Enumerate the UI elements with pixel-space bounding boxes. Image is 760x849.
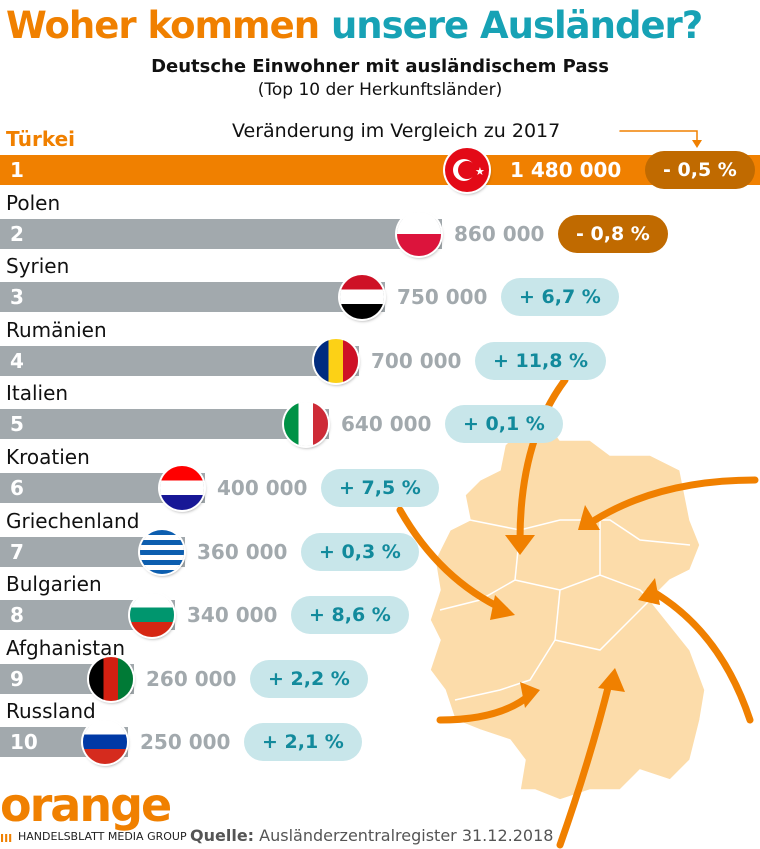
change-badge: + 11,8 % xyxy=(475,341,607,380)
germany-shape xyxy=(429,419,706,801)
poland-flag-icon xyxy=(397,211,441,256)
arrow-heads xyxy=(490,140,702,708)
arrows xyxy=(396,130,759,849)
bar xyxy=(0,409,329,440)
value-label: 700 000 xyxy=(371,348,462,373)
croatia-flag-icon xyxy=(160,466,204,510)
svg-text:★: ★ xyxy=(475,165,485,178)
country-label: Afghanistan xyxy=(6,635,126,660)
country-label: Russland xyxy=(6,699,96,724)
country-label: Polen xyxy=(6,190,61,215)
country-label: Kroatien xyxy=(6,445,90,469)
rank-label: 10 xyxy=(10,730,38,755)
rank-label: 8 xyxy=(10,603,24,628)
change-badge: + 2,1 % xyxy=(244,723,362,762)
change-badge: + 0,1 % xyxy=(445,405,563,444)
media-group-label: HANDELSBLATT MEDIA GROUP xyxy=(18,830,187,843)
russia-flag-icon xyxy=(83,720,127,765)
value-label: 750 000 xyxy=(397,285,488,310)
syria-flag-icon xyxy=(340,275,384,320)
change-badge: + 7,5 % xyxy=(321,469,439,507)
value-label: 260 000 xyxy=(146,666,237,691)
change-label: Veränderung im Vergleich zu 2017 xyxy=(232,120,561,142)
afghanistan-flag-icon xyxy=(89,656,133,701)
bar xyxy=(0,218,442,249)
country-label: Syrien xyxy=(6,254,70,279)
bar xyxy=(0,345,359,376)
value-label: 400 000 xyxy=(217,476,308,500)
romania-flag-icon xyxy=(314,338,358,383)
orange-logo: orange xyxy=(0,778,172,832)
value-label: 360 000 xyxy=(197,539,288,564)
rank-label: 6 xyxy=(10,476,24,500)
rank-label: 7 xyxy=(10,539,24,564)
value-label: 640 000 xyxy=(341,412,432,437)
country-label: Rumänien xyxy=(6,317,107,342)
value-label: 340 000 xyxy=(187,603,278,628)
value-label: 250 000 xyxy=(140,730,231,755)
change-badge: + 6,7 % xyxy=(501,278,619,317)
italy-flag-icon xyxy=(284,402,328,447)
rank-label: 4 xyxy=(10,348,24,373)
change-badge: + 8,6 % xyxy=(291,596,409,635)
change-badge: - 0,8 % xyxy=(558,214,668,253)
subtitle-2: (Top 10 der Herkunftsländer) xyxy=(257,80,503,100)
rank-label: 3 xyxy=(10,285,24,310)
rank-label: 9 xyxy=(10,666,24,691)
value-label: 1 480 000 xyxy=(510,158,622,182)
bulgaria-flag-icon xyxy=(130,593,174,638)
rank-label: 5 xyxy=(10,412,24,437)
value-label: 860 000 xyxy=(454,221,545,246)
greece-flag-icon xyxy=(140,529,184,574)
change-badge: - 0,5 % xyxy=(645,151,755,189)
turkey-flag-icon: ★ xyxy=(445,148,489,192)
source: Quelle: Ausländerzentralregister 31.12.2… xyxy=(190,826,554,845)
change-badge: + 0,3 % xyxy=(301,532,419,571)
rank-label: 1 xyxy=(10,158,24,182)
rank-label: 2 xyxy=(10,221,24,246)
country-label: Bulgarien xyxy=(6,572,102,597)
change-badge: + 2,2 % xyxy=(250,659,368,698)
subtitle: Deutsche Einwohner mit ausländischem Pas… xyxy=(151,56,609,77)
main-title: Woher kommen unsere Ausländer? xyxy=(6,4,703,47)
country-label: Italien xyxy=(6,381,69,406)
bar xyxy=(0,282,385,313)
logo-bars: III xyxy=(0,832,13,845)
bar xyxy=(0,155,760,185)
country-label: Griechenland xyxy=(6,508,140,533)
country-label: Türkei xyxy=(6,127,76,151)
